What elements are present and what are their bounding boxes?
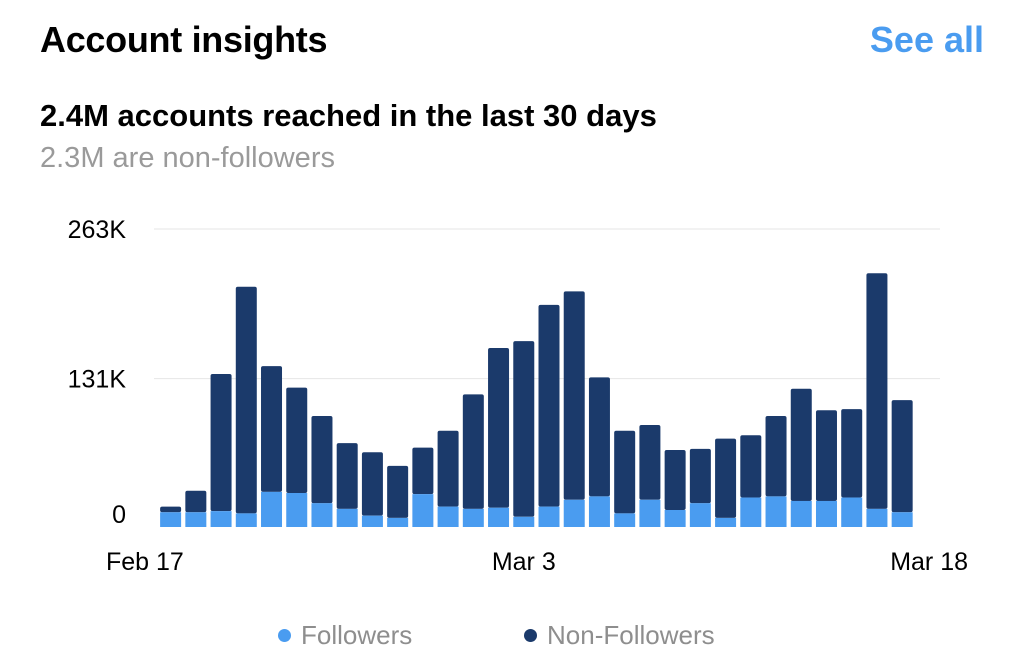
bar-followers bbox=[790, 500, 812, 527]
bar-non-followers bbox=[715, 438, 737, 518]
bar-followers bbox=[614, 513, 636, 527]
non-followers-dot-icon bbox=[524, 628, 537, 642]
bar-non-followers bbox=[311, 415, 333, 504]
bar-non-followers bbox=[261, 366, 283, 492]
bar-non-followers bbox=[412, 447, 434, 495]
bar-non-followers bbox=[866, 273, 888, 509]
bar-non-followers bbox=[841, 409, 863, 498]
followers-dot-icon bbox=[278, 628, 291, 642]
y-tick-label: 131K bbox=[68, 366, 127, 394]
bar-followers bbox=[387, 517, 409, 527]
legend-item-followers: Followers bbox=[278, 618, 412, 652]
bar-followers bbox=[286, 493, 308, 527]
chart-legend: Followers Non-Followers bbox=[0, 618, 1024, 652]
bar-non-followers bbox=[488, 347, 510, 508]
bar-non-followers bbox=[891, 400, 913, 513]
bar-followers bbox=[311, 503, 333, 527]
y-tick-label: 263K bbox=[68, 216, 127, 244]
bar-followers bbox=[765, 496, 787, 527]
non-followers-subheadline: 2.3M are non-followers bbox=[40, 142, 335, 174]
y-tick-label: 0 bbox=[112, 501, 126, 529]
bar-followers bbox=[336, 508, 358, 527]
bar-non-followers bbox=[614, 430, 636, 514]
bar-non-followers bbox=[790, 388, 812, 501]
bar-followers bbox=[361, 515, 383, 527]
x-tick-label: Feb 17 bbox=[106, 548, 184, 576]
legend-item-non-followers: Non-Followers bbox=[524, 618, 715, 652]
bar-non-followers bbox=[437, 430, 459, 507]
bar-non-followers bbox=[336, 443, 358, 509]
bar-followers bbox=[866, 508, 888, 527]
bar-non-followers bbox=[387, 465, 409, 518]
bar-followers bbox=[588, 496, 610, 527]
bar-followers bbox=[891, 512, 913, 527]
bar-followers bbox=[538, 506, 560, 527]
see-all-link[interactable]: See all bbox=[869, 19, 984, 60]
bar-non-followers bbox=[563, 291, 585, 500]
bar-non-followers bbox=[815, 410, 837, 501]
bar-non-followers bbox=[462, 394, 484, 509]
page-title: Account insights bbox=[40, 19, 328, 60]
bar-non-followers bbox=[664, 449, 686, 511]
bar-followers bbox=[689, 503, 711, 527]
bar-non-followers bbox=[639, 425, 661, 500]
x-tick-label: Mar 18 bbox=[890, 548, 968, 576]
bar-non-followers bbox=[588, 377, 610, 497]
reach-headline: 2.4M accounts reached in the last 30 day… bbox=[40, 98, 657, 133]
bar-followers bbox=[639, 499, 661, 527]
bar-followers bbox=[715, 517, 737, 527]
bar-followers bbox=[462, 508, 484, 527]
bar-non-followers bbox=[210, 374, 232, 512]
bar-followers bbox=[563, 499, 585, 527]
bar-non-followers bbox=[765, 415, 787, 497]
legend-label-non-followers: Non-Followers bbox=[547, 619, 715, 650]
legend-label-followers: Followers bbox=[301, 619, 413, 650]
bar-followers bbox=[664, 510, 686, 527]
bar-followers bbox=[261, 491, 283, 527]
bar-followers bbox=[513, 516, 535, 527]
bar-followers bbox=[740, 497, 762, 527]
bar-followers bbox=[210, 511, 232, 527]
bar-followers bbox=[488, 507, 510, 527]
bar-non-followers bbox=[185, 490, 207, 513]
bar-followers bbox=[235, 513, 257, 527]
bar-followers bbox=[185, 512, 207, 527]
bar-followers bbox=[412, 494, 434, 527]
bar-non-followers bbox=[235, 286, 257, 514]
bar-non-followers bbox=[513, 341, 535, 517]
bar-non-followers bbox=[361, 452, 383, 516]
bar-non-followers bbox=[740, 435, 762, 498]
bar-non-followers bbox=[160, 506, 182, 513]
bar-followers bbox=[160, 512, 182, 527]
bar-non-followers bbox=[689, 448, 711, 504]
bar-followers bbox=[815, 500, 837, 527]
bar-non-followers bbox=[538, 304, 560, 507]
bar-followers bbox=[841, 497, 863, 527]
bar-followers bbox=[437, 506, 459, 527]
x-tick-label: Mar 3 bbox=[492, 548, 556, 576]
reach-bar-chart: 0 131K 263K Feb 17 Mar 3 Mar 18 bbox=[68, 216, 968, 576]
bar-non-followers bbox=[286, 387, 308, 494]
